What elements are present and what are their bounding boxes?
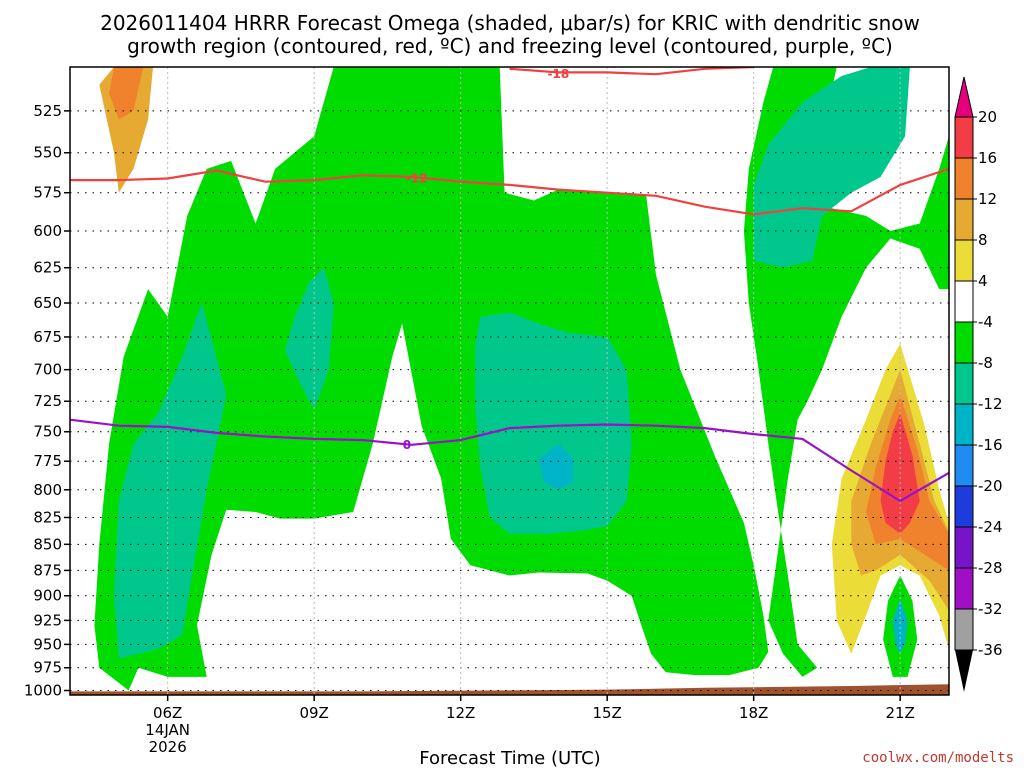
y-tick-label: 975 (33, 659, 62, 677)
x-tick-label: 18Z (739, 704, 768, 722)
contour-line-2 (70, 418, 949, 503)
colorbar-label: -12 (978, 395, 1003, 413)
y-tick-label: 675 (33, 328, 62, 346)
colorbar-segment (954, 198, 974, 241)
x-tick-label: 09Z (299, 704, 328, 722)
y-tick-label: 750 (33, 423, 62, 441)
colorbar-label: -4 (978, 313, 993, 331)
contour-line-0 (509, 67, 754, 76)
y-tick-label: 800 (33, 481, 62, 499)
x-tick-label: 06Z (153, 704, 182, 722)
y-tick-label: 775 (33, 452, 62, 470)
x-tick-year: 2026 (149, 738, 187, 756)
terrain-fill (70, 684, 949, 695)
y-tick-label: 1000 (24, 682, 62, 700)
x-axis-label: Forecast Time (UTC) (419, 748, 600, 768)
colorbar-segment (954, 485, 974, 528)
plot-area: -18 -12 0 (70, 67, 949, 695)
colorbar-label: -16 (978, 436, 1003, 454)
contour-label: -12 (406, 172, 428, 186)
colorbar-segment (954, 567, 974, 610)
y-axis-ticks: 525 550 575 600 625 650 675 700 725 750 775 800 825 8… (24, 102, 70, 700)
colorbar-segment (954, 321, 974, 364)
colorbar-bottom-arrow (955, 650, 973, 692)
colorbar-label: -20 (978, 477, 1003, 495)
colorbar-segment (954, 239, 974, 282)
y-tick-label: 825 (33, 508, 62, 526)
y-tick-label: 575 (33, 184, 62, 202)
colorbar-segment (954, 403, 974, 446)
y-tick-label: 900 (33, 587, 62, 605)
x-tick-label: 12Z (446, 704, 475, 722)
omega-region-3 (114, 303, 227, 659)
colorbar-segment (954, 608, 974, 651)
omega-region-6 (753, 67, 910, 268)
contour-label: 0 (403, 438, 411, 452)
colorbar-segment (954, 157, 974, 200)
omega-region-7 (538, 443, 573, 490)
colorbar-label: 16 (978, 149, 997, 167)
y-tick-label: 700 (33, 361, 62, 379)
x-tick-label: 21Z (885, 704, 914, 722)
y-tick-label: 850 (33, 535, 62, 553)
omega-region-13 (109, 67, 144, 120)
colorbar-label: -28 (978, 559, 1003, 577)
colorbar-segment (954, 526, 974, 569)
credit-text: coolwx.com/modelts (862, 750, 1014, 766)
colorbar-label: -36 (978, 641, 1003, 659)
colorbar-segment (954, 444, 974, 487)
colorbar-label: 20 (978, 108, 997, 126)
y-tick-label: 625 (33, 259, 62, 277)
contour-lines: -18 -12 0 (70, 67, 949, 503)
y-tick-label: 525 (33, 102, 62, 120)
colorbar-label: 8 (978, 231, 988, 249)
y-tick-label: 875 (33, 561, 62, 579)
chart-title-line1: 2026011404 HRRR Forecast Omega (shaded, … (100, 11, 920, 35)
x-tick-label: 15Z (592, 704, 621, 722)
y-tick-label: 725 (33, 392, 62, 410)
colorbar: 20 16 12 8 4 -4 -8 -12 -16 -20 -24 -28 -32 -36 (954, 76, 1003, 692)
y-tick-label: 600 (33, 222, 62, 240)
colorbar-segment (954, 280, 974, 323)
colorbar-top-arrow (954, 76, 974, 118)
colorbar-segment (954, 362, 974, 405)
omega-region-0 (94, 67, 769, 691)
y-tick-label: 550 (33, 144, 62, 162)
x-tick-date: 14JAN (145, 721, 190, 739)
omega-region-5 (475, 312, 632, 534)
colorbar-segment (954, 116, 974, 159)
y-tick-label: 650 (33, 294, 62, 312)
contour-line-1 (70, 167, 949, 216)
y-tick-label: 925 (33, 611, 62, 629)
colorbar-label: -24 (978, 518, 1003, 536)
terrain-layer (70, 684, 949, 695)
y-tick-label: 950 (33, 635, 62, 653)
omega-region-8 (892, 598, 908, 654)
colorbar-label: -32 (978, 600, 1003, 618)
contour-label: -18 (547, 67, 569, 81)
colorbar-label: -8 (978, 354, 993, 372)
colorbar-label: 4 (978, 272, 988, 290)
omega-region-4 (284, 267, 334, 410)
omega-shading (94, 67, 949, 691)
colorbar-label: 12 (978, 190, 997, 208)
plot-frame (69, 66, 950, 696)
chart-title-line2: growth region (contoured, red, ºC) and f… (127, 34, 893, 58)
